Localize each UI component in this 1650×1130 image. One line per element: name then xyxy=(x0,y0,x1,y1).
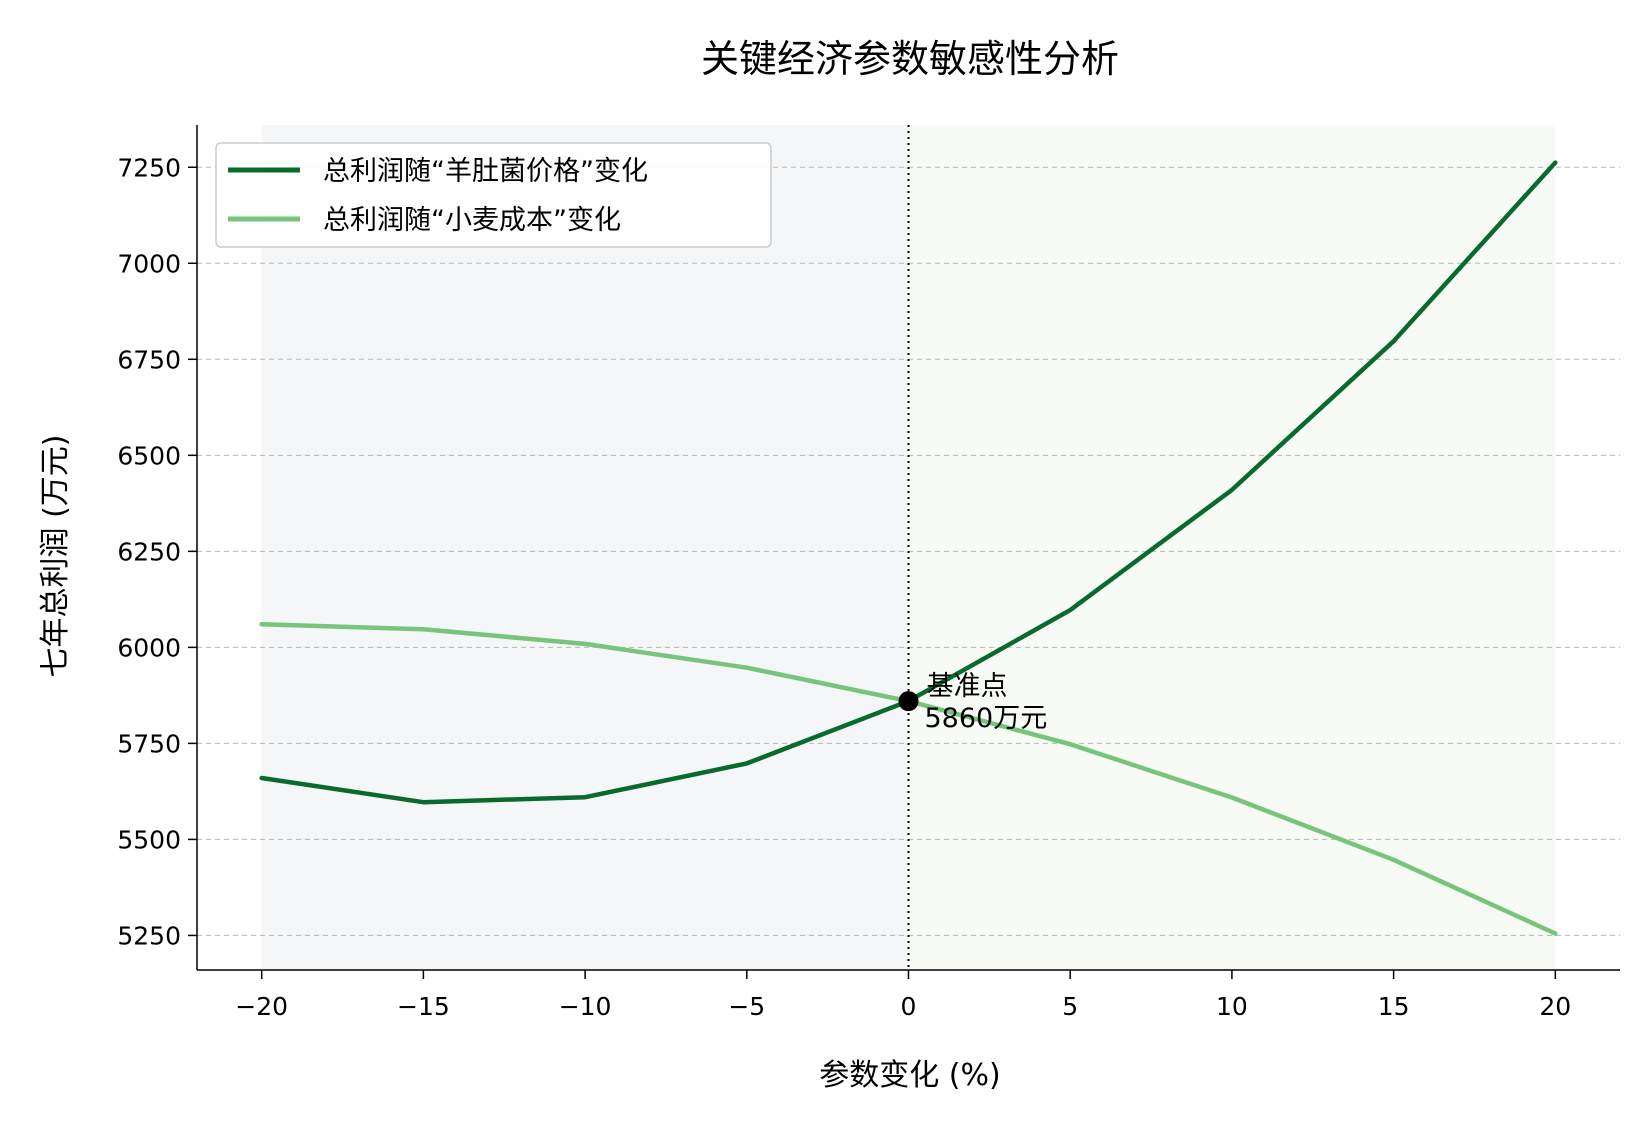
x-ticks: −20 −15 −10 −5 0 5 10 15 20 xyxy=(235,970,1571,1021)
baseline-point-marker xyxy=(898,691,919,712)
y-tick-label: 6250 xyxy=(117,537,181,566)
chart-title: 关键经济参数敏感性分析 xyxy=(701,37,1119,81)
x-tick-label: −5 xyxy=(728,992,765,1021)
annotation-group: 基准点 5860万元 xyxy=(898,671,1048,734)
x-tick-label: 5 xyxy=(1062,992,1078,1021)
x-tick-label: 10 xyxy=(1216,992,1248,1021)
x-tick-label: −15 xyxy=(397,992,450,1021)
legend-label-wheat-cost: 总利润随“小麦成本”变化 xyxy=(323,205,621,236)
y-axis-label: 七年总利润 (万元) xyxy=(38,435,73,678)
y-tick-label: 6000 xyxy=(117,633,181,662)
x-tick-label: −10 xyxy=(559,992,612,1021)
legend: 总利润随“羊肚菌价格”变化 总利润随“小麦成本”变化 xyxy=(215,142,772,248)
x-tick-label: 20 xyxy=(1539,992,1571,1021)
annotation-label: 基准点 xyxy=(927,671,1008,702)
y-tick-label: 7000 xyxy=(117,249,181,278)
x-axis-label: 参数变化 (%) xyxy=(819,1058,1000,1093)
y-tick-label: 6750 xyxy=(117,345,181,374)
x-tick-label: −20 xyxy=(235,992,288,1021)
annotation-value: 5860万元 xyxy=(925,703,1048,734)
y-ticks: 5250 5500 5750 6000 6250 6500 6750 7000 7250 xyxy=(117,153,197,950)
legend-label-morel-price: 总利润随“羊肚菌价格”变化 xyxy=(323,156,648,187)
x-tick-label: 15 xyxy=(1378,992,1410,1021)
shaded-regions xyxy=(261,125,1556,970)
x-tick-label: 0 xyxy=(901,992,917,1021)
y-tick-label: 5750 xyxy=(117,729,181,758)
shaded-region-0 xyxy=(261,125,909,970)
y-tick-label: 5500 xyxy=(117,825,181,854)
y-tick-label: 7250 xyxy=(117,153,181,182)
y-tick-label: 5250 xyxy=(117,921,181,950)
shaded-region-1 xyxy=(908,125,1556,970)
legend-box xyxy=(215,142,772,248)
y-tick-label: 6500 xyxy=(117,441,181,470)
